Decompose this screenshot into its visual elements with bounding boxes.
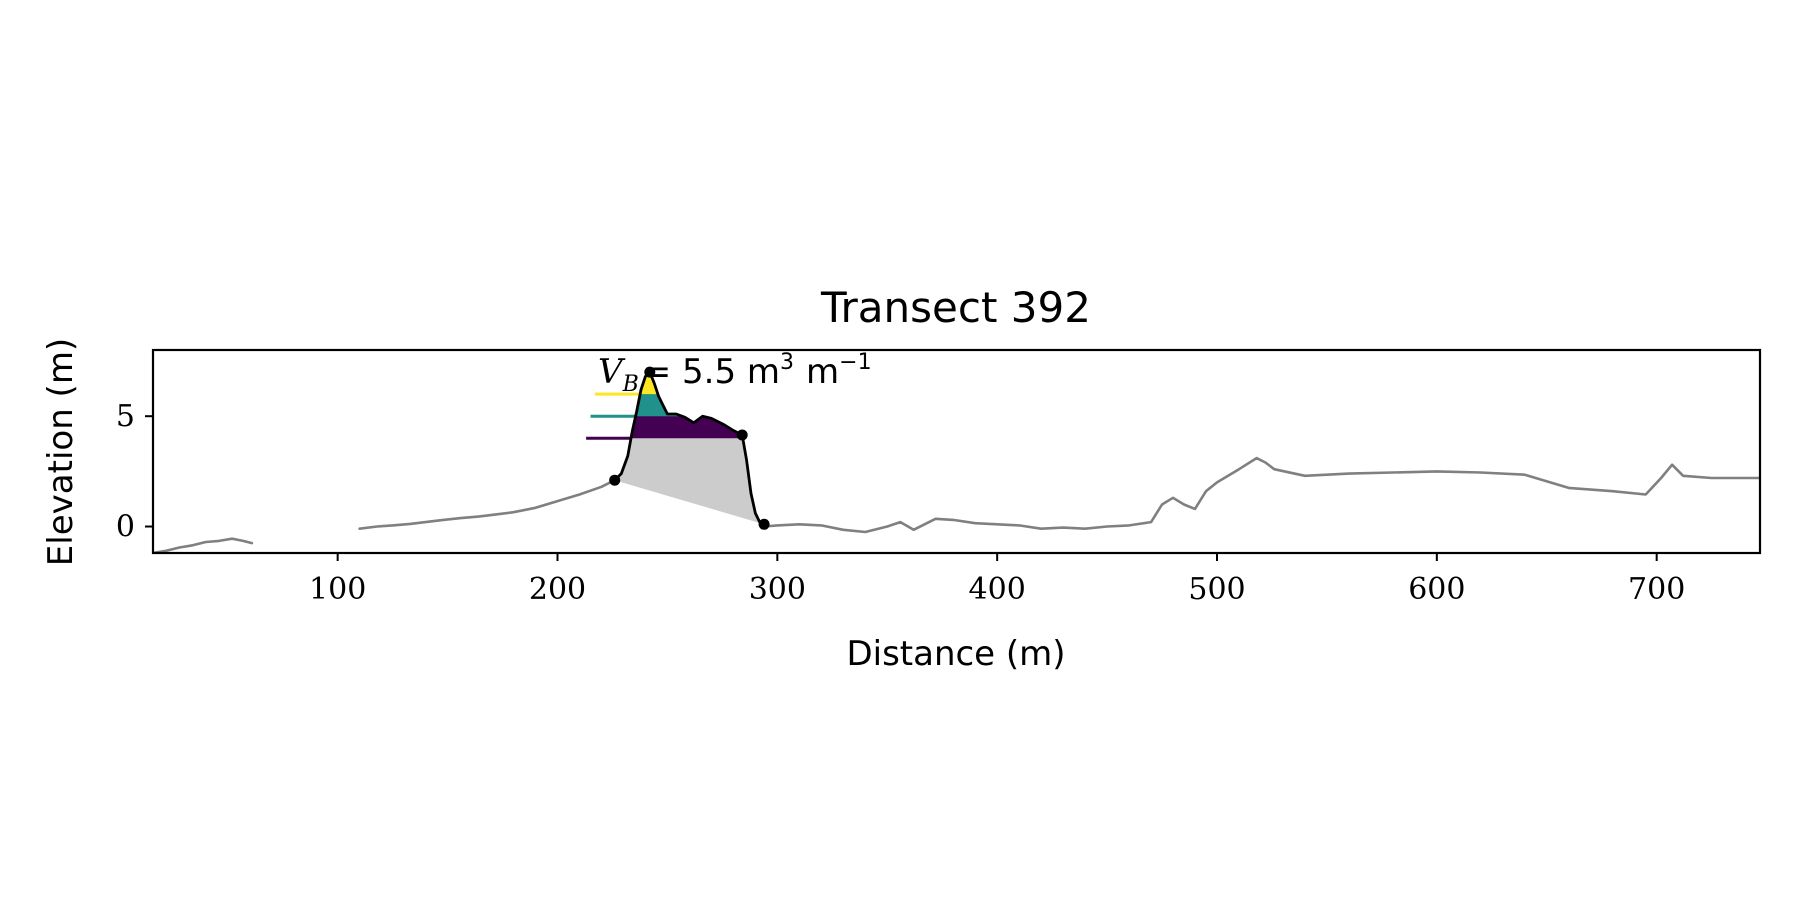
- plot-area: [153, 366, 1760, 553]
- x-tick-label-300: 300: [749, 572, 806, 607]
- dune-point-marker-4: [758, 518, 770, 530]
- y-tick-label-5: 5: [116, 399, 135, 434]
- dune-profile-line: [613, 370, 766, 526]
- x-tick-label-200: 200: [529, 572, 586, 607]
- markers-layer: [609, 366, 770, 530]
- x-axis: 100 200 300 400 500 600 700: [309, 553, 1685, 607]
- x-tick-label-700: 700: [1628, 572, 1685, 607]
- annotation-unit: m: [806, 352, 839, 392]
- dune-point-marker-3: [736, 429, 748, 441]
- series-layer: [153, 370, 1760, 553]
- y-axis-label: Elevation (m): [41, 338, 81, 566]
- y-axis: 05: [116, 399, 153, 545]
- annotation-sup: 3: [780, 350, 794, 375]
- annotation-sub: B: [622, 372, 639, 397]
- dune-band-low: [631, 372, 743, 439]
- profile-segment-3: [762, 456, 1760, 534]
- x-tick-label-400: 400: [969, 572, 1026, 607]
- chart-title: Transect 392: [820, 283, 1091, 332]
- annotation-text: = 5.5 m: [643, 352, 780, 392]
- annotation-unit-sup: −1: [839, 350, 871, 375]
- plot-frame: [151, 348, 1762, 555]
- x-tick-label-600: 600: [1408, 572, 1465, 607]
- dune-fills: [586, 372, 765, 525]
- profile-segment-2: [358, 478, 616, 530]
- volume-annotation: VB = 5.5 m3 m−1: [598, 350, 872, 397]
- dune-band-high: [640, 372, 658, 395]
- annotation-var: V: [598, 352, 626, 392]
- dune-point-marker-1: [609, 474, 621, 486]
- y-tick-label-0: 0: [116, 510, 135, 545]
- profile-segment-1: [153, 537, 254, 553]
- dune-point-marker-2: [644, 366, 656, 378]
- x-tick-label-500: 500: [1188, 572, 1245, 607]
- x-axis-label: Distance (m): [846, 634, 1065, 674]
- x-tick-label-100: 100: [309, 572, 366, 607]
